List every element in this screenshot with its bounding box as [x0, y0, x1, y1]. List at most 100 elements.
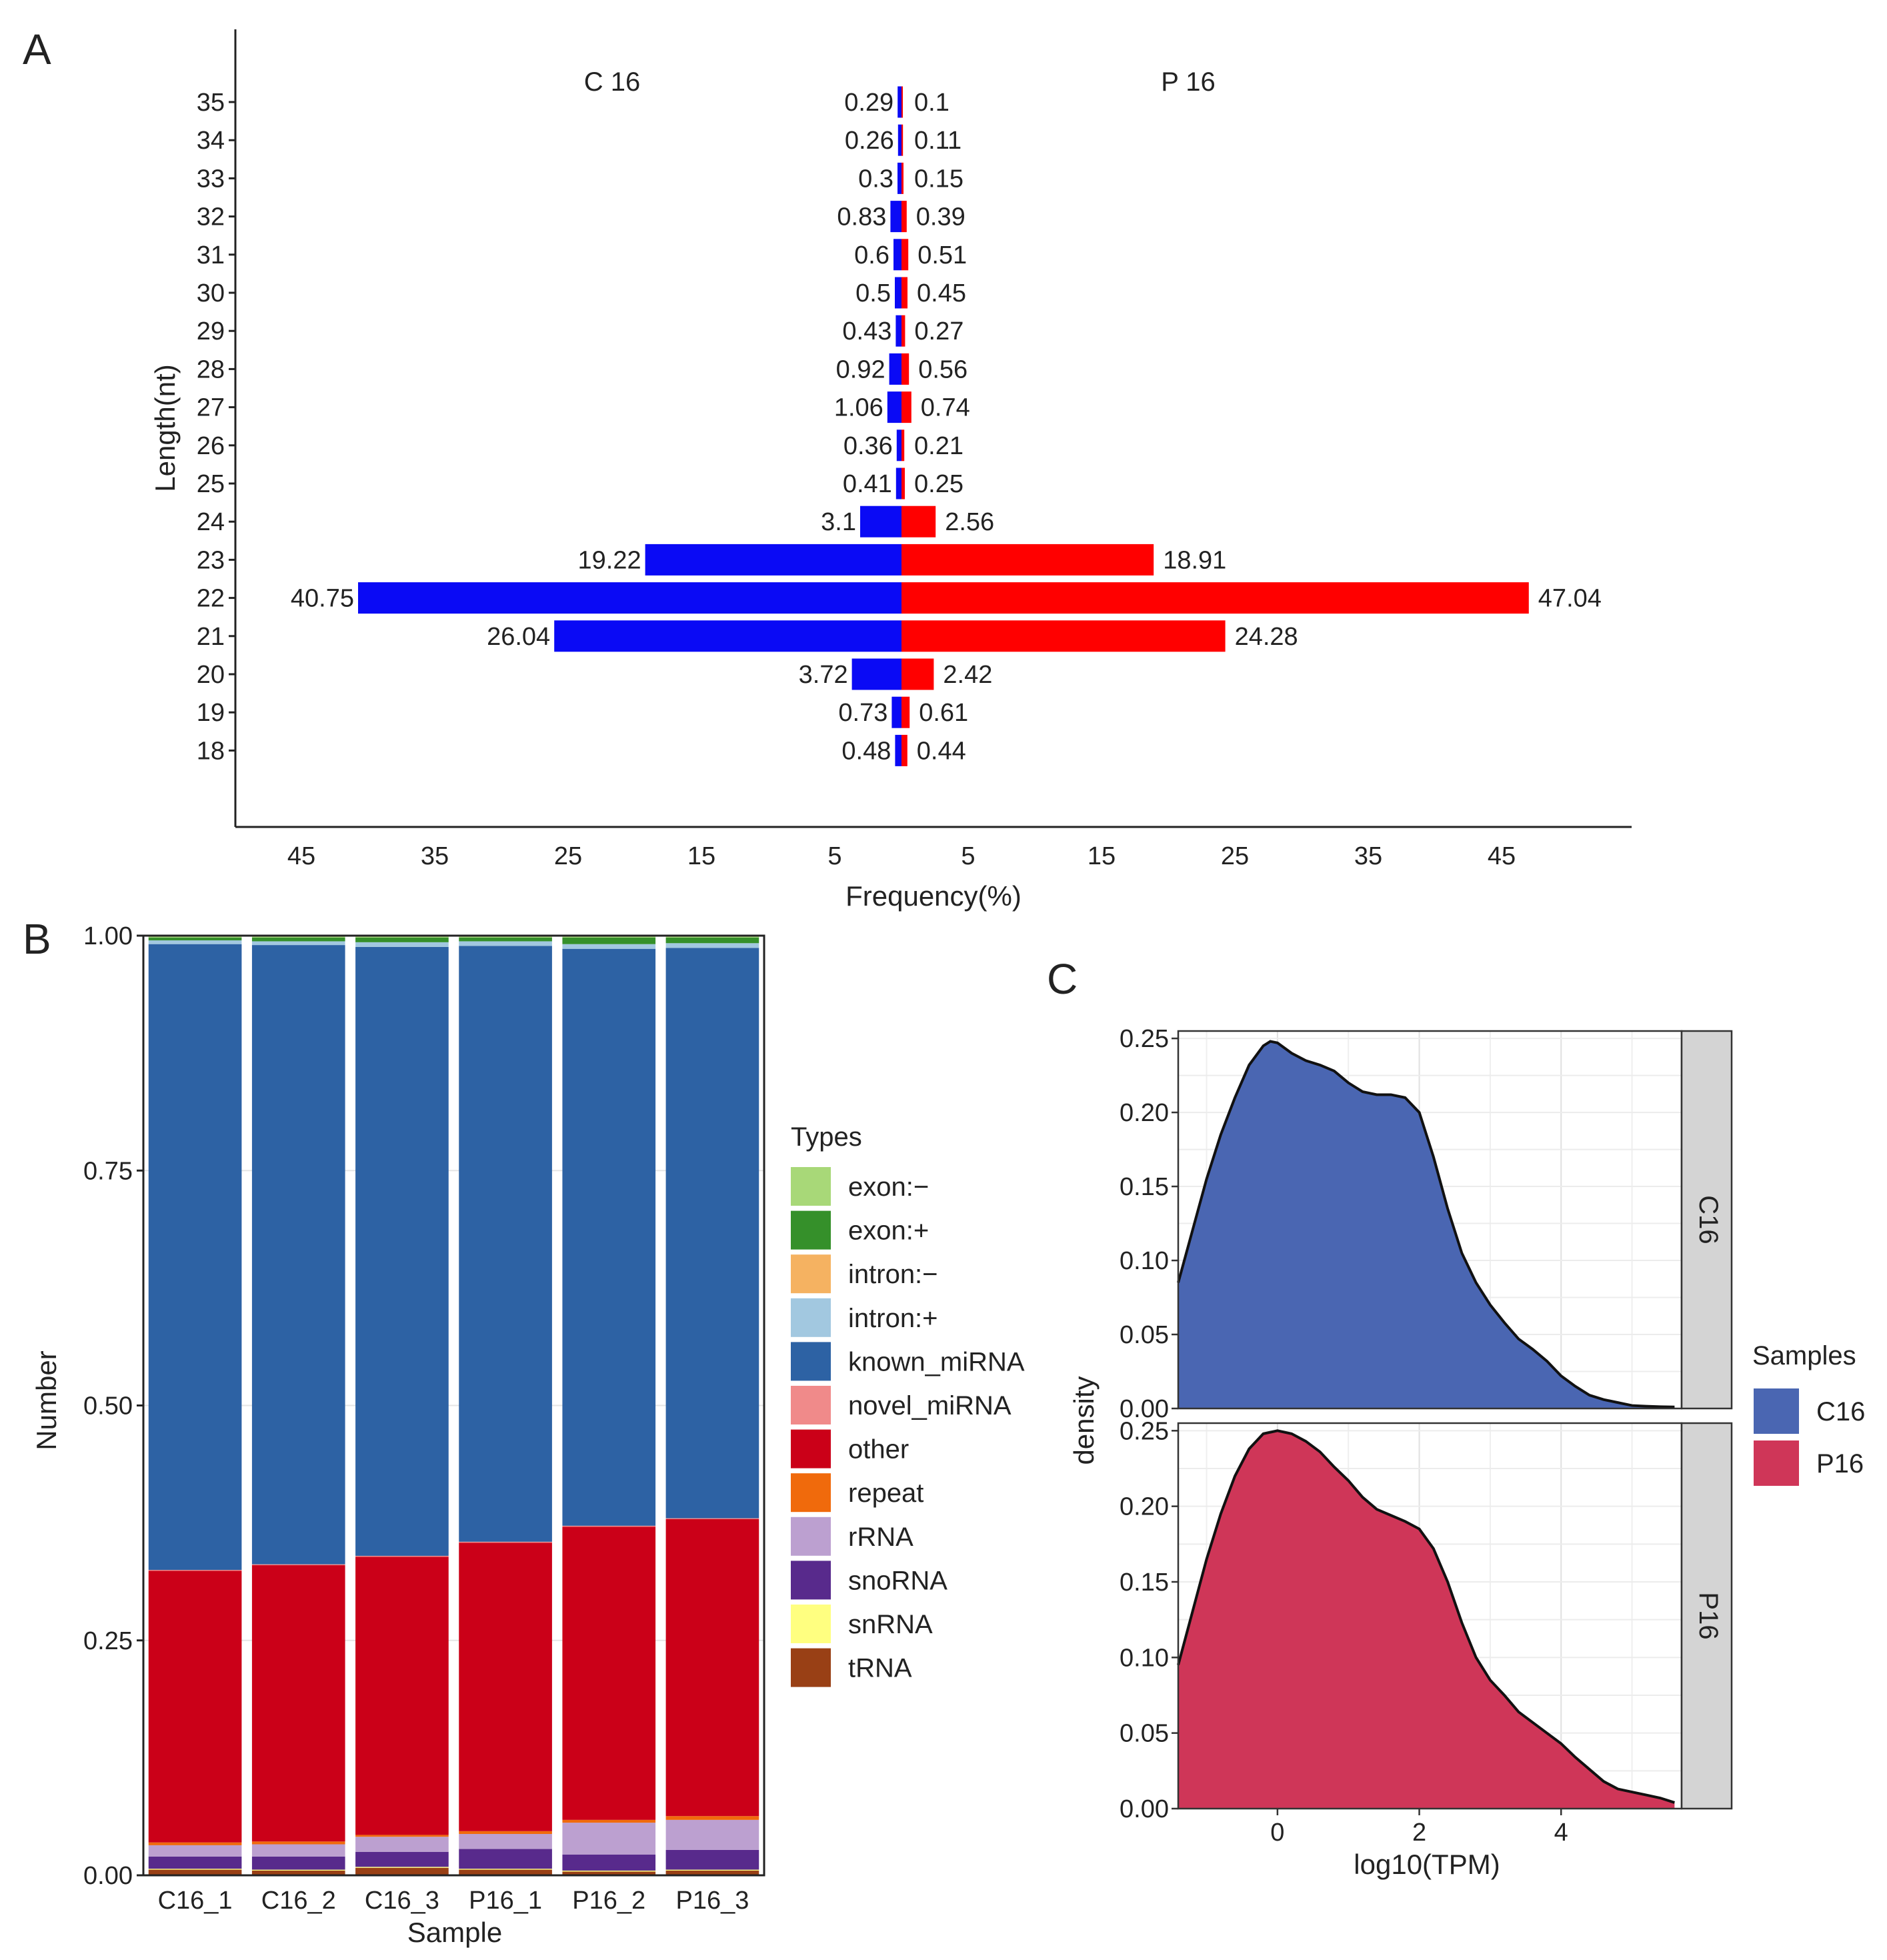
- legend-swatch: [791, 1342, 831, 1381]
- stack-segment-rRNA: [665, 1819, 759, 1850]
- legend-label: C16: [1816, 1397, 1865, 1426]
- y-tick-label: 31: [197, 241, 225, 269]
- bar-value-label: 0.48: [841, 737, 891, 765]
- stack-segment-intron-: [148, 940, 242, 944]
- bar-c16: [895, 467, 901, 500]
- x-tick-label: 4: [1554, 1819, 1568, 1847]
- y-tick-label: 23: [197, 546, 225, 574]
- bar-c16: [897, 124, 901, 156]
- length-distribution-chart: 35 0.29 0.1 34 0.26 0.11 33 0.3 0.15 32 0.83 0.39 31…: [149, 29, 1632, 912]
- x-tick-label: C16_3: [365, 1887, 439, 1915]
- bar-value-label: 0.56: [918, 355, 968, 383]
- density-area-p16: [1178, 1430, 1675, 1809]
- bar-p16: [901, 582, 1529, 614]
- stack-segment-novel-miRNA: [148, 1570, 242, 1571]
- bar-value-label: 47.04: [1538, 585, 1602, 613]
- bar-p16: [901, 696, 910, 728]
- legend-title: Types: [791, 1122, 862, 1152]
- stack-segment-snoRNA: [562, 1855, 656, 1871]
- y-tick-label: 35: [197, 89, 225, 117]
- y-tick-label: 27: [197, 394, 225, 422]
- bar-c16: [896, 429, 901, 461]
- bar-p16: [901, 277, 907, 309]
- bar-value-label: 2.56: [945, 508, 994, 536]
- legend-swatch: [791, 1210, 831, 1250]
- x-tick-label: C16_2: [261, 1887, 336, 1915]
- x-tick-label: 2: [1412, 1819, 1426, 1847]
- stack-segment-tRNA: [562, 1871, 656, 1875]
- facet-strip: [1680, 1030, 1733, 1410]
- facet-strip: [1680, 1422, 1733, 1810]
- bar-value-label: 40.75: [291, 585, 354, 613]
- stack-segment-other: [355, 1557, 449, 1835]
- bar-value-label: 0.1: [914, 89, 950, 117]
- stack-segment-repeat: [251, 1841, 345, 1845]
- bar-c16: [893, 239, 901, 271]
- y-tick-label: 0.00: [83, 1862, 133, 1890]
- bar-p16: [901, 506, 936, 538]
- density-area-c16: [1178, 1041, 1675, 1408]
- bar-c16: [895, 734, 901, 766]
- y-tick-label: 32: [197, 203, 225, 231]
- bar-value-label: 0.61: [919, 699, 968, 727]
- stack-segment-tRNA: [148, 1869, 242, 1875]
- bar-p16: [901, 124, 903, 156]
- legend-swatch: [791, 1298, 831, 1337]
- y-tick-label: 0.00: [1120, 1395, 1169, 1423]
- bar-c16: [851, 658, 901, 690]
- legend-label: intron:+: [848, 1304, 938, 1333]
- bar-c16: [645, 544, 901, 576]
- bar-c16: [887, 391, 901, 423]
- stack-segment-tRNA: [355, 1867, 449, 1875]
- panel-letter-b: B: [23, 915, 51, 963]
- x-tick-label: 25: [1221, 842, 1249, 870]
- x-tick-label: 5: [961, 842, 975, 870]
- stack-segment-snoRNA: [665, 1849, 759, 1870]
- x-axis-title: Frequency(%): [845, 880, 1022, 912]
- y-axis-title: Length(nt): [149, 364, 181, 492]
- stack-segment-intron-: [459, 941, 552, 946]
- legend-swatch: [791, 1605, 831, 1643]
- series-label: C 16: [584, 67, 641, 97]
- stack-segment-rRNA: [459, 1834, 552, 1849]
- stack-segment-rRNA: [251, 1844, 345, 1857]
- bar-value-label: 0.43: [842, 317, 891, 345]
- stack-segment-known-miRNA: [459, 946, 552, 1542]
- legend-swatch: [791, 1254, 831, 1294]
- y-tick-label: 0.10: [1120, 1644, 1169, 1672]
- stack-segment-known-miRNA: [562, 948, 656, 1526]
- y-tick-label: 0.20: [1120, 1099, 1169, 1127]
- bar-value-label: 19.22: [578, 546, 641, 574]
- tpm-density-chart: C16 0.00 0.05 0.10 0.15 0.20 0.25 P16 0.00 0.05 0.…: [1068, 1025, 1865, 1880]
- series-label: P 16: [1161, 67, 1216, 97]
- y-tick-label: 1.00: [83, 922, 133, 950]
- stack-segment-known-miRNA: [355, 946, 449, 1556]
- bar-value-label: 0.29: [844, 89, 893, 117]
- y-tick-label: 22: [197, 585, 225, 613]
- x-tick-label: 35: [421, 842, 449, 870]
- y-tick-label: 29: [197, 317, 225, 345]
- bar-value-label: 0.27: [914, 317, 964, 345]
- bar-c16: [860, 506, 901, 538]
- legend-swatch: [791, 1386, 831, 1424]
- y-tick-label: 0.25: [1120, 1025, 1169, 1053]
- bar-value-label: 0.3: [858, 165, 893, 193]
- bar-value-label: 0.44: [917, 737, 966, 765]
- legend-label: snoRNA: [848, 1566, 948, 1595]
- facet-strip-label: C16: [1694, 1195, 1723, 1244]
- stack-segment-snoRNA: [459, 1849, 552, 1869]
- legend-label: snRNA: [848, 1610, 933, 1639]
- bar-value-label: 0.39: [916, 203, 966, 231]
- bar-value-label: 0.5: [855, 279, 891, 307]
- bar-c16: [554, 620, 901, 652]
- y-tick-label: 19: [197, 699, 225, 727]
- x-tick-label: 15: [1088, 842, 1116, 870]
- stack-segment-intron-: [355, 942, 449, 947]
- legend-label: intron:−: [848, 1260, 938, 1289]
- bar-value-label: 24.28: [1235, 623, 1298, 651]
- stack-segment-tRNA: [459, 1869, 552, 1875]
- x-axis-title: Sample: [407, 1917, 502, 1948]
- bar-c16: [897, 162, 901, 194]
- x-tick-label: 5: [827, 842, 841, 870]
- x-tick-label: P16_2: [572, 1887, 645, 1915]
